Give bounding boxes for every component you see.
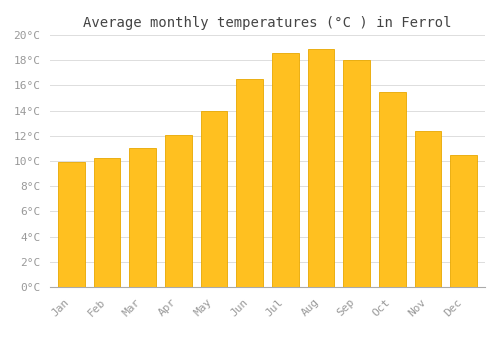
Bar xyxy=(379,92,406,287)
Bar xyxy=(58,162,85,287)
Bar xyxy=(344,60,370,287)
Title: Average monthly temperatures (°C ) in Ferrol: Average monthly temperatures (°C ) in Fe… xyxy=(83,16,452,30)
Bar xyxy=(236,79,263,287)
Bar xyxy=(308,49,334,287)
Bar xyxy=(272,52,298,287)
Bar xyxy=(130,148,156,287)
Bar xyxy=(450,155,477,287)
Bar xyxy=(200,111,228,287)
Bar xyxy=(165,134,192,287)
Bar xyxy=(414,131,442,287)
Bar xyxy=(94,159,120,287)
